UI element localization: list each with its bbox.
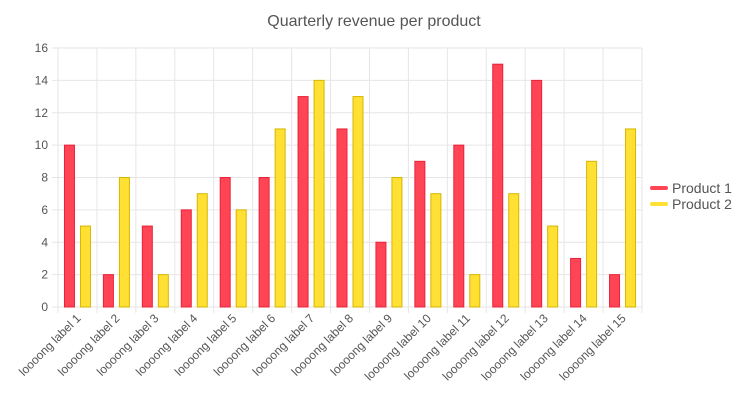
y-tick-label: 12 — [35, 106, 49, 120]
bar-product-1 — [531, 79, 543, 308]
x-tick-label: loooong label 11 — [401, 311, 473, 383]
bar-product-1 — [219, 177, 231, 308]
bar-product-1 — [375, 241, 387, 308]
bar-product-2 — [586, 160, 598, 308]
bar-product-2 — [196, 193, 208, 308]
bar-product-1 — [453, 144, 465, 308]
x-tick-label: loooong label 12 — [440, 311, 512, 383]
chart-title: Quarterly revenue per product — [267, 13, 481, 30]
bar-product-1 — [492, 63, 504, 308]
legend-label: Product 1 — [672, 180, 732, 196]
y-tick-label: 14 — [35, 73, 49, 87]
bar-product-1 — [102, 274, 114, 308]
bar-product-1 — [609, 274, 621, 308]
bar-product-1 — [63, 144, 75, 308]
bar-product-1 — [141, 225, 153, 308]
bars-layer — [63, 63, 637, 308]
y-tick-label: 10 — [35, 138, 49, 152]
bar-product-1 — [414, 160, 426, 308]
bar-product-2 — [430, 193, 442, 308]
bar-product-2 — [274, 128, 286, 308]
bar-product-1 — [570, 257, 582, 308]
bar-product-2 — [157, 274, 169, 308]
bar-product-1 — [336, 128, 348, 308]
bar-product-2 — [118, 177, 130, 308]
bar-product-1 — [297, 96, 309, 308]
legend-label: Product 2 — [672, 196, 732, 212]
x-tick-label: loooong label 13 — [479, 311, 551, 383]
x-tick-label: loooong label 10 — [362, 311, 434, 383]
y-tick-label: 0 — [41, 300, 48, 314]
bar-product-2 — [469, 274, 481, 308]
y-tick-label: 2 — [41, 268, 48, 282]
y-tick-label: 16 — [35, 41, 49, 55]
x-tick-label: loooong label 15 — [556, 311, 628, 383]
bar-product-1 — [258, 177, 270, 308]
bar-product-2 — [352, 96, 364, 308]
bar-product-1 — [180, 209, 192, 308]
bar-product-2 — [391, 177, 403, 308]
y-tick-label: 6 — [41, 203, 48, 217]
bar-product-2 — [79, 225, 91, 308]
bar-product-2 — [547, 225, 559, 308]
bar-product-2 — [313, 79, 325, 308]
x-tick-label: loooong label 14 — [518, 311, 590, 383]
bar-product-2 — [625, 128, 637, 308]
bar-product-2 — [235, 209, 247, 308]
y-tick-label: 8 — [41, 171, 48, 185]
bar-product-2 — [508, 193, 520, 308]
y-tick-label: 4 — [41, 235, 48, 249]
